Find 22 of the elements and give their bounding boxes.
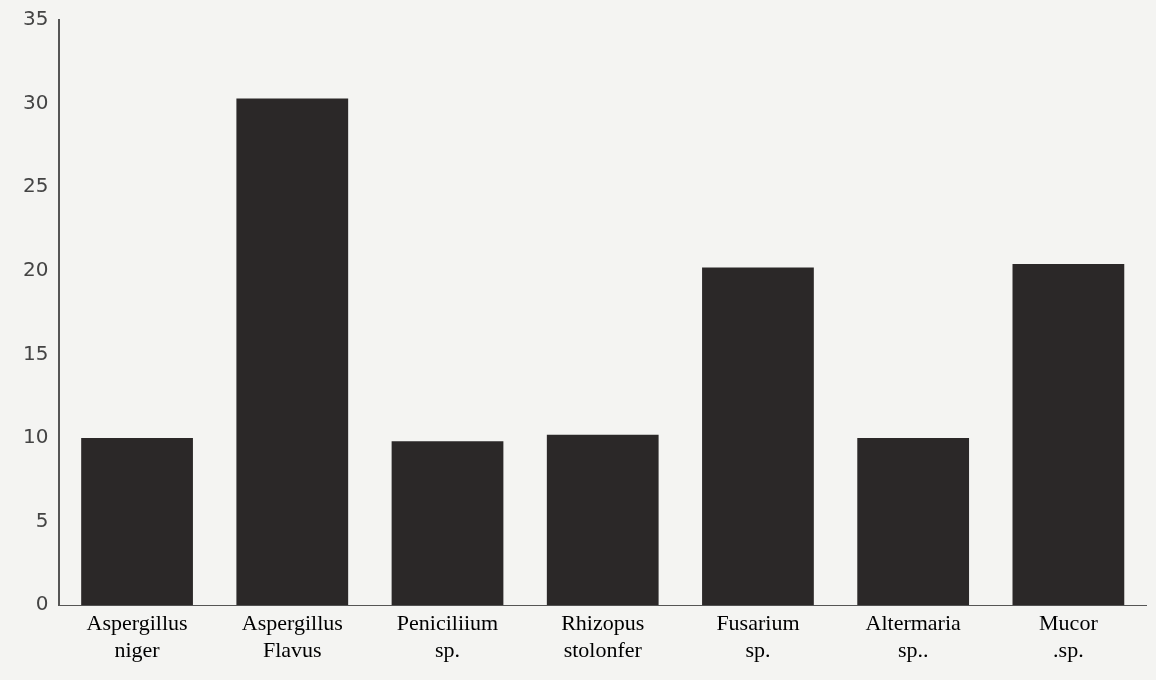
bar	[857, 438, 970, 606]
x-tick-label: Aspergillus niger	[86, 610, 188, 662]
y-tick-label: 35	[23, 6, 49, 31]
y-tick-label: 25	[23, 173, 49, 198]
x-tick-label: Rhizopus stolonfer	[561, 610, 645, 662]
x-tick-label: Mucor .sp.	[1039, 610, 1099, 662]
y-tick-label: 0	[35, 591, 49, 616]
x-tick-label: Fusarium sp.	[716, 610, 800, 662]
x-tick-label: Aspergillus Flavus	[241, 610, 343, 662]
y-tick-label: 20	[23, 257, 49, 281]
y-tick-label: 10	[23, 424, 49, 449]
bar	[702, 267, 814, 606]
bar	[546, 434, 659, 606]
y-tick-label: 15	[23, 340, 49, 365]
x-tick-label: Altermaria sp..	[865, 610, 962, 662]
bar	[236, 98, 349, 606]
bar	[1012, 264, 1125, 606]
x-tick-label: Peniciliium sp.	[396, 610, 499, 662]
bar	[81, 438, 193, 606]
y-tick-label: 5	[35, 507, 49, 532]
y-tick-label: 30	[23, 89, 49, 114]
bar	[391, 441, 504, 606]
